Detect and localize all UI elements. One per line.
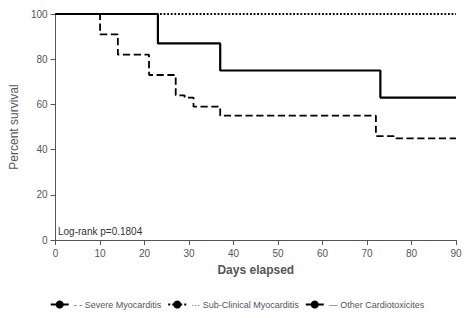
- svg-text:- - Severe Myocarditis: - - Severe Myocarditis: [74, 300, 162, 310]
- svg-text:100: 100: [31, 9, 48, 20]
- svg-text:80: 80: [406, 248, 418, 259]
- svg-text:Log-rank p=0.1804: Log-rank p=0.1804: [58, 226, 143, 237]
- svg-text:90: 90: [450, 248, 462, 259]
- svg-text:70: 70: [361, 248, 373, 259]
- svg-text:60: 60: [36, 99, 48, 110]
- svg-text:10: 10: [95, 248, 107, 259]
- svg-text:0: 0: [53, 248, 59, 259]
- svg-text:60: 60: [317, 248, 329, 259]
- svg-text:30: 30: [183, 248, 195, 259]
- svg-text:— Other Cardiotoxicites: — Other Cardiotoxicites: [329, 300, 425, 310]
- svg-text:Percent survival: Percent survival: [7, 84, 21, 169]
- svg-text:40: 40: [36, 144, 48, 155]
- svg-text:80: 80: [36, 54, 48, 65]
- svg-text:Days elapsed: Days elapsed: [217, 263, 294, 277]
- svg-text:20: 20: [36, 189, 48, 200]
- svg-text:20: 20: [139, 248, 151, 259]
- svg-text:··· Sub-Clinical Myocarditis: ··· Sub-Clinical Myocarditis: [191, 300, 299, 310]
- svg-text:40: 40: [228, 248, 240, 259]
- svg-text:50: 50: [272, 248, 284, 259]
- svg-text:0: 0: [42, 235, 48, 246]
